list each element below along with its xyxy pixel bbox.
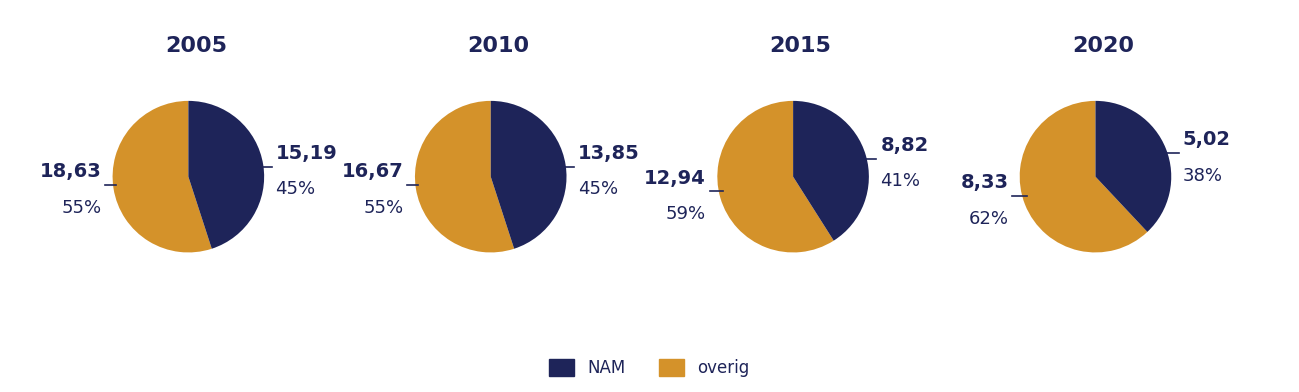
Text: 8,33: 8,33 bbox=[960, 173, 1008, 192]
Wedge shape bbox=[188, 101, 264, 249]
Text: 18,63: 18,63 bbox=[39, 162, 101, 181]
Text: 55%: 55% bbox=[61, 199, 101, 217]
Text: 45%: 45% bbox=[275, 180, 316, 198]
Wedge shape bbox=[491, 101, 566, 249]
Legend: NAM, overig: NAM, overig bbox=[543, 352, 756, 384]
Text: 5,02: 5,02 bbox=[1182, 130, 1230, 149]
Wedge shape bbox=[1020, 101, 1147, 252]
Title: 2010: 2010 bbox=[468, 36, 530, 56]
Wedge shape bbox=[794, 101, 869, 241]
Text: 59%: 59% bbox=[666, 205, 705, 223]
Wedge shape bbox=[1095, 101, 1172, 232]
Text: 55%: 55% bbox=[364, 199, 404, 217]
Title: 2015: 2015 bbox=[770, 36, 831, 56]
Text: 62%: 62% bbox=[968, 210, 1008, 228]
Wedge shape bbox=[113, 101, 212, 252]
Text: 12,94: 12,94 bbox=[644, 169, 705, 188]
Text: 41%: 41% bbox=[881, 172, 920, 191]
Text: 8,82: 8,82 bbox=[881, 136, 929, 155]
Text: 15,19: 15,19 bbox=[275, 144, 338, 163]
Text: 38%: 38% bbox=[1182, 167, 1222, 185]
Text: 45%: 45% bbox=[578, 180, 618, 198]
Text: 13,85: 13,85 bbox=[578, 144, 639, 163]
Wedge shape bbox=[414, 101, 514, 252]
Text: 16,67: 16,67 bbox=[342, 162, 404, 181]
Wedge shape bbox=[717, 101, 834, 252]
Title: 2005: 2005 bbox=[165, 36, 227, 56]
Title: 2020: 2020 bbox=[1072, 36, 1134, 56]
